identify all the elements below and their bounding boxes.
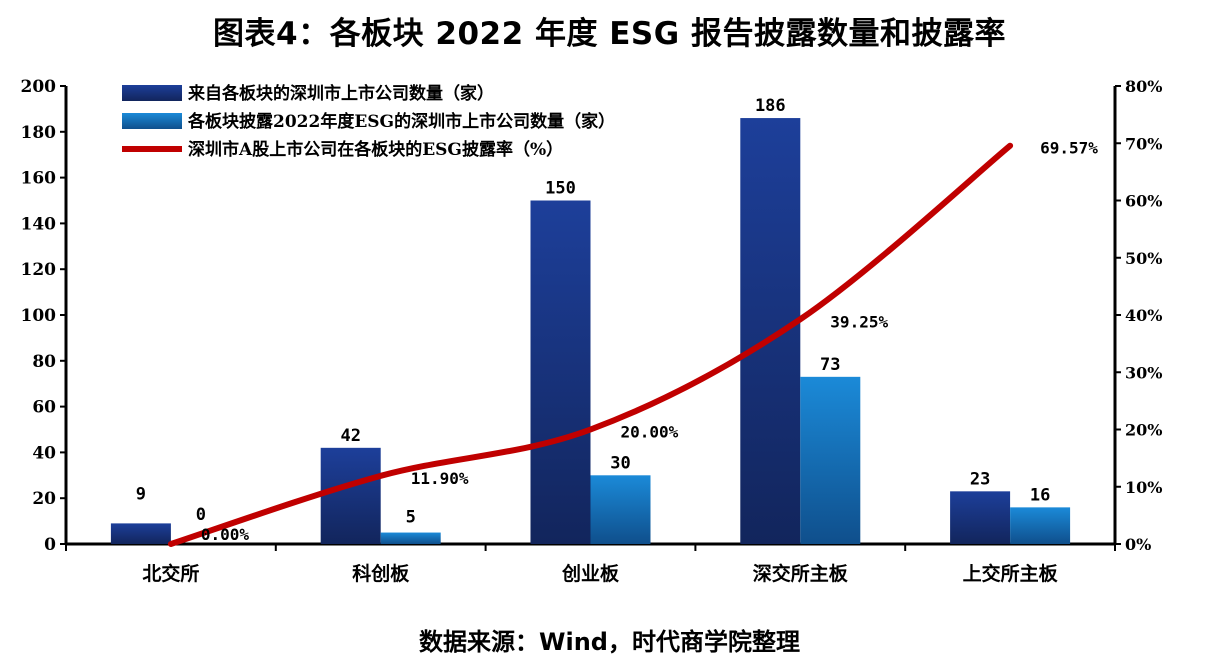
right-tick-label: 30% — [1125, 363, 1162, 382]
legend: 来自各板块的深圳市上市公司数量（家） 各板块披露2022年度ESG的深圳市上市公司… — [122, 83, 615, 160]
legend-label-disclosed-count: 各板块披露2022年度ESG的深圳市上市公司数量（家） — [187, 111, 615, 132]
category-label: 北交所 — [142, 562, 199, 585]
legend-swatch-listed-count — [122, 85, 182, 101]
bar-listed-count — [530, 200, 591, 544]
source-note: 数据来源：Wind，时代商学院整理 — [419, 628, 800, 656]
line-disclosure-rate — [167, 142, 1014, 547]
left-tick-label: 160 — [21, 169, 57, 189]
chart-title: 图表4：各板块 2022 年度 ESG 报告披露数量和披露率 — [213, 16, 1006, 52]
left-tick-label: 0 — [44, 535, 56, 555]
left-tick-label: 60 — [32, 398, 56, 418]
data-label-disclosed-count: 73 — [820, 355, 840, 375]
bar-disclosed-count — [380, 532, 441, 544]
left-tick-label: 200 — [21, 77, 57, 97]
left-tick-label: 100 — [21, 306, 57, 326]
data-label-disclosure-rate: 39.25% — [830, 312, 888, 331]
data-label-disclosure-rate: 69.57% — [1040, 139, 1098, 158]
line-point-disclosure-rate — [589, 428, 592, 431]
right-tick-label: 20% — [1125, 421, 1162, 440]
data-label-listed-count: 186 — [755, 96, 786, 116]
left-tick-label: 80 — [32, 352, 56, 372]
line-point-disclosure-rate — [379, 474, 382, 477]
data-label-disclosed-count: 0 — [196, 505, 206, 525]
legend-label-listed-count: 来自各板块的深圳市上市公司数量（家） — [187, 83, 494, 104]
category-label: 上交所主板 — [963, 562, 1059, 585]
bar-disclosed-count — [1010, 507, 1071, 544]
bar-listed-count — [740, 118, 801, 544]
bar-listed-count — [320, 447, 381, 544]
line-point-disclosure-rate — [1009, 144, 1012, 147]
right-tick-label: 0% — [1125, 535, 1151, 554]
left-tick-label: 140 — [21, 214, 57, 234]
right-tick-label: 80% — [1125, 77, 1162, 96]
data-label-disclosure-rate: 20.00% — [621, 423, 679, 442]
left-tick-label: 40 — [32, 443, 56, 463]
data-label-disclosure-rate: 11.90% — [411, 469, 469, 488]
bar-disclosed-count — [800, 376, 861, 544]
data-label-disclosed-count: 5 — [406, 508, 416, 528]
right-tick-label: 60% — [1125, 192, 1162, 211]
data-labels: 9 42 150 186 23 0 5 30 73 16 0.00% 11.90% 20.00% 39.2… — [136, 96, 1098, 544]
bar-disclosed-count — [590, 475, 651, 544]
data-label-listed-count: 42 — [340, 426, 360, 446]
line-point-disclosure-rate — [169, 543, 172, 545]
bars — [110, 118, 1071, 544]
data-label-disclosed-count: 16 — [1030, 485, 1050, 505]
line-point-disclosure-rate — [799, 318, 802, 321]
right-tick-label: 50% — [1125, 249, 1162, 268]
rate-line — [167, 142, 1014, 547]
left-tick-label: 20 — [32, 489, 56, 509]
bar-listed-count — [110, 523, 171, 544]
data-label-listed-count: 150 — [545, 179, 576, 199]
right-tick-label: 40% — [1125, 306, 1162, 325]
category-label: 创业板 — [561, 562, 620, 585]
right-tick-label: 10% — [1125, 478, 1162, 497]
left-tick-label: 180 — [21, 123, 57, 143]
category-label: 深交所主板 — [753, 562, 849, 585]
category-label: 科创板 — [352, 562, 410, 585]
data-label-listed-count: 9 — [136, 484, 146, 504]
data-label-listed-count: 23 — [970, 469, 990, 489]
data-label-disclosure-rate: 0.00% — [201, 525, 250, 544]
left-tick-label: 120 — [21, 260, 57, 280]
data-label-disclosed-count: 30 — [610, 453, 630, 473]
axes: 0204060801001201401601802000%10%20%30%40… — [21, 77, 1163, 585]
legend-swatch-disclosed-count — [122, 113, 182, 129]
bar-listed-count — [950, 491, 1011, 544]
legend-label-disclosure-rate: 深圳市A股上市公司在各板块的ESG披露率（%） — [188, 139, 563, 160]
right-tick-label: 70% — [1125, 134, 1162, 153]
